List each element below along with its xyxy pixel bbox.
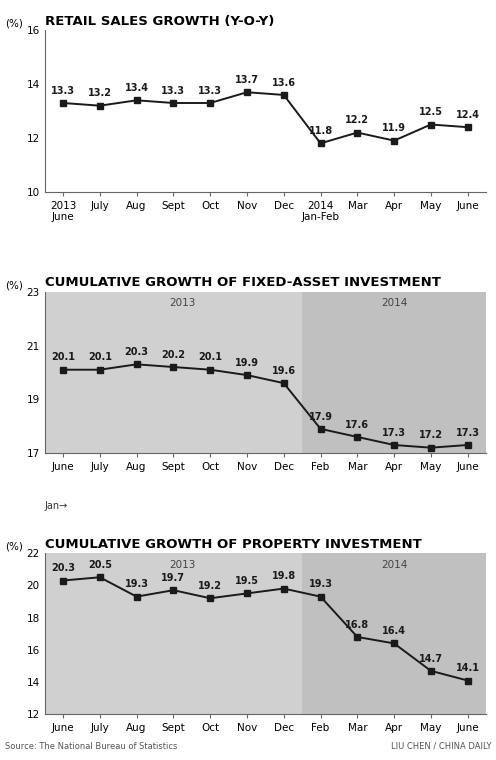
Text: 17.3: 17.3: [456, 428, 480, 438]
Bar: [302, 292, 486, 453]
Text: 20.1: 20.1: [51, 353, 75, 363]
Text: 19.9: 19.9: [235, 358, 259, 368]
Text: 20.3: 20.3: [51, 563, 75, 573]
Text: (%): (%): [5, 19, 23, 29]
Bar: [45, 553, 302, 714]
Text: 12.5: 12.5: [419, 107, 443, 117]
Text: 19.3: 19.3: [309, 579, 332, 589]
Text: 13.3: 13.3: [198, 86, 222, 96]
Text: (%): (%): [5, 280, 23, 290]
Text: 17.6: 17.6: [345, 420, 370, 429]
Text: 20.2: 20.2: [161, 350, 186, 359]
Text: Source: The National Bureau of Statistics: Source: The National Bureau of Statistic…: [5, 742, 178, 751]
Text: (%): (%): [5, 541, 23, 552]
Text: LIU CHEN / CHINA DAILY: LIU CHEN / CHINA DAILY: [390, 742, 491, 751]
Text: 14.7: 14.7: [419, 654, 443, 663]
Text: 11.9: 11.9: [382, 123, 406, 133]
Text: 13.7: 13.7: [235, 75, 259, 85]
Text: 14.1: 14.1: [456, 663, 480, 673]
Text: 12.2: 12.2: [345, 116, 370, 125]
Text: 19.8: 19.8: [272, 572, 296, 581]
Text: 13.2: 13.2: [88, 88, 112, 99]
Text: 19.6: 19.6: [272, 366, 296, 376]
Text: Jan→: Jan→: [45, 502, 68, 511]
Text: 20.1: 20.1: [198, 353, 222, 363]
Text: 13.3: 13.3: [51, 86, 75, 96]
Text: 20.5: 20.5: [88, 560, 112, 570]
Bar: [45, 292, 302, 453]
Text: 16.8: 16.8: [345, 619, 370, 630]
Text: 17.9: 17.9: [309, 412, 332, 422]
Text: RETAIL SALES GROWTH (Y-O-Y): RETAIL SALES GROWTH (Y-O-Y): [45, 15, 274, 28]
Text: 16.4: 16.4: [382, 626, 406, 636]
Text: CUMULATIVE GROWTH OF PROPERTY INVESTMENT: CUMULATIVE GROWTH OF PROPERTY INVESTMENT: [45, 537, 422, 550]
Text: 17.3: 17.3: [382, 428, 406, 438]
Text: 2013: 2013: [170, 559, 196, 569]
Text: 13.6: 13.6: [272, 78, 296, 87]
Text: 19.2: 19.2: [198, 581, 222, 591]
Text: 2013: 2013: [170, 298, 196, 309]
Bar: [302, 553, 486, 714]
Text: 13.4: 13.4: [124, 83, 149, 93]
Text: 2014: 2014: [381, 298, 407, 309]
Text: 17.2: 17.2: [419, 430, 443, 441]
Text: 19.3: 19.3: [124, 579, 149, 589]
Text: 20.1: 20.1: [88, 353, 112, 363]
Text: 2014: 2014: [381, 559, 407, 569]
Text: 13.3: 13.3: [161, 86, 186, 96]
Text: 12.4: 12.4: [456, 110, 480, 120]
Text: CUMULATIVE GROWTH OF FIXED-ASSET INVESTMENT: CUMULATIVE GROWTH OF FIXED-ASSET INVESTM…: [45, 276, 440, 290]
Text: 19.5: 19.5: [235, 576, 259, 586]
Text: 19.7: 19.7: [161, 573, 186, 583]
Text: 20.3: 20.3: [124, 347, 149, 357]
Text: 11.8: 11.8: [309, 126, 333, 136]
